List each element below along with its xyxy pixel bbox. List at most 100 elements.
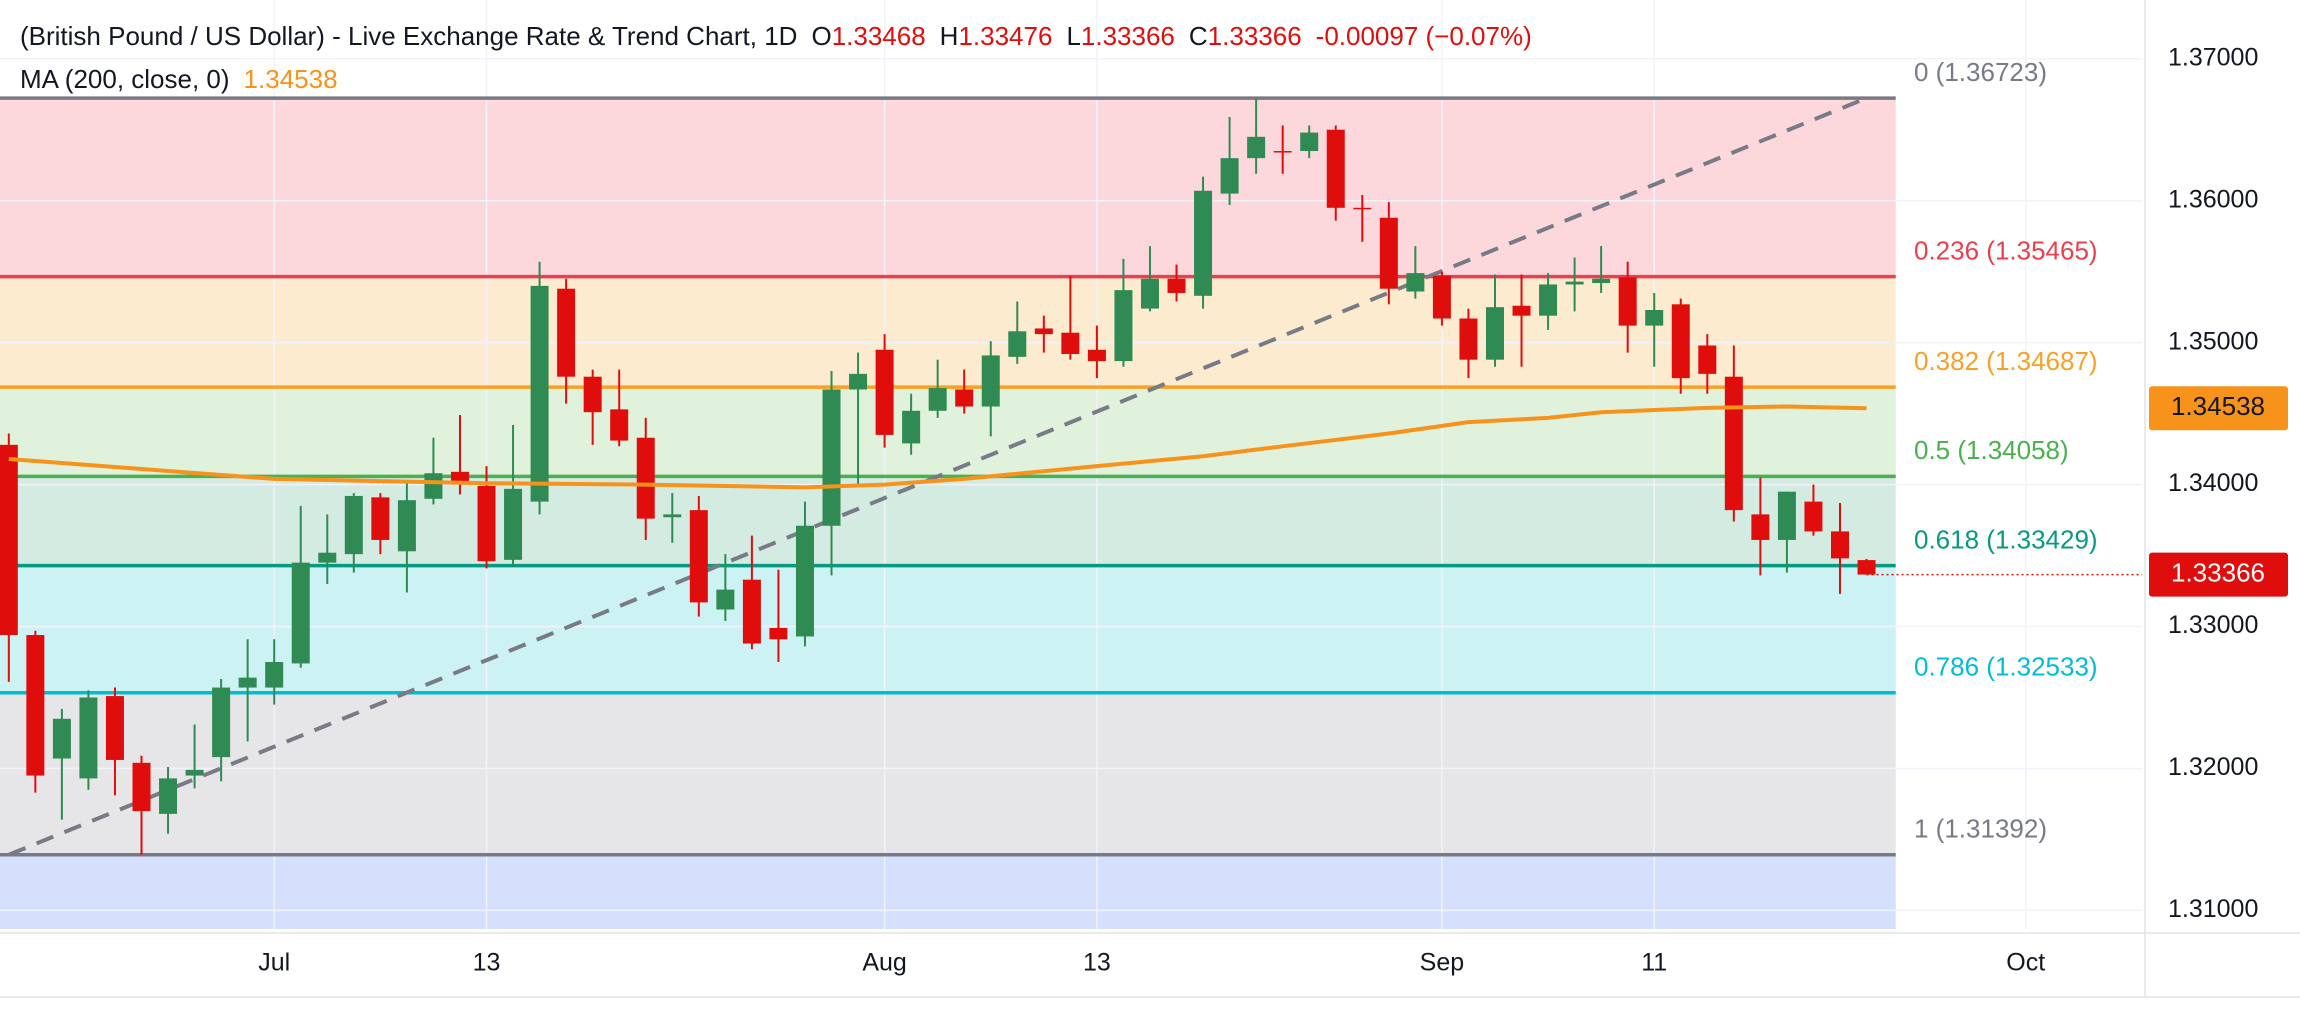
candle-body xyxy=(981,355,1000,407)
y-tick-label: 1.35000 xyxy=(2168,327,2258,355)
y-tick-label: 1.34000 xyxy=(2168,469,2258,497)
candle-body xyxy=(1140,278,1159,309)
candle-body xyxy=(1034,328,1053,335)
candle-body xyxy=(1459,318,1478,360)
x-tick-label: 13 xyxy=(1083,949,1111,977)
ma-badge xyxy=(2149,386,2288,431)
candle-body xyxy=(822,389,841,526)
fib-band xyxy=(0,476,1896,566)
candle-body xyxy=(424,473,443,499)
ohlc-letter: C xyxy=(1189,21,1208,51)
candle-body xyxy=(185,769,204,776)
y-tick-label: 1.36000 xyxy=(2168,185,2258,213)
candle-body xyxy=(238,677,257,688)
ma-legend: MA (200, close, 0) 1.34538 xyxy=(20,64,338,94)
candle-body xyxy=(26,635,45,776)
candle-body xyxy=(1114,290,1133,362)
candle-body xyxy=(636,437,655,519)
candle-body xyxy=(1220,158,1239,194)
candle-body xyxy=(105,696,124,760)
ma-badge-label: 1.34538 xyxy=(2171,391,2265,421)
fib-band xyxy=(0,276,1896,388)
x-tick-label: 11 xyxy=(1641,949,1667,977)
candle-body xyxy=(52,718,71,759)
candle-body xyxy=(504,488,523,560)
fib-label: 0.236 (1.35465) xyxy=(1914,236,2098,266)
candle-body xyxy=(1592,278,1611,284)
candle-body xyxy=(875,349,894,435)
candle-body xyxy=(79,697,98,779)
candle-body xyxy=(1061,332,1080,354)
x-tick-label: Sep xyxy=(1420,949,1464,977)
candle-body xyxy=(344,495,363,555)
y-tick-label: 1.31000 xyxy=(2168,895,2258,923)
candle-body xyxy=(1194,190,1213,296)
candle-body xyxy=(1645,309,1664,326)
fib-lines xyxy=(0,96,1896,857)
x-tick-label: 13 xyxy=(473,949,501,977)
ma-line xyxy=(8,404,1867,490)
candle-body xyxy=(1830,531,1849,559)
candle-body xyxy=(1804,501,1823,532)
ohlc-letter: O xyxy=(811,21,831,51)
candle-body xyxy=(318,552,337,563)
candle-body xyxy=(132,762,151,812)
x-tick-label: Aug xyxy=(862,949,906,977)
candle-body xyxy=(795,525,814,637)
candle-body xyxy=(742,579,761,644)
candle-body xyxy=(1539,284,1558,316)
ohlc-value: 1.33468 xyxy=(832,21,926,51)
candle-body xyxy=(610,409,629,441)
candle-body xyxy=(371,497,390,540)
header: (British Pound / US Dollar) - Live Excha… xyxy=(20,21,1532,51)
candle-body xyxy=(1698,345,1717,374)
candle-body xyxy=(1353,207,1372,210)
marks xyxy=(0,96,2142,857)
title: (British Pound / US Dollar) - Live Excha… xyxy=(20,21,797,51)
candle-body xyxy=(1326,129,1345,208)
candle-body xyxy=(1671,304,1690,379)
ohlc-value: 1.33476 xyxy=(958,21,1052,51)
candle-body xyxy=(159,778,178,814)
fib-label: 1 (1.31392) xyxy=(1914,814,2047,844)
candle-body xyxy=(1777,491,1796,540)
candle-body xyxy=(689,510,708,603)
fib-label: 0.5 (1.34058) xyxy=(1914,435,2069,465)
candle-body xyxy=(1857,560,1876,575)
candle-body xyxy=(212,687,231,758)
y-tick-label: 1.32000 xyxy=(2168,753,2258,781)
candle-body xyxy=(397,500,416,552)
y-tick-label: 1.37000 xyxy=(2168,43,2258,71)
fib-band xyxy=(0,692,1896,855)
candle-body xyxy=(1247,136,1266,159)
candle-body xyxy=(1724,376,1743,511)
close-badge-label: 1.33366 xyxy=(2171,557,2265,587)
candle-body xyxy=(1300,132,1319,152)
candle-body xyxy=(663,514,682,518)
candle-body xyxy=(1167,278,1186,293)
candle-body xyxy=(1273,151,1292,153)
close-badge xyxy=(2149,552,2288,597)
candle-body xyxy=(1379,217,1398,289)
fib-band xyxy=(0,98,1896,277)
candle-body xyxy=(477,486,496,562)
candle-body xyxy=(557,288,576,377)
fib-band xyxy=(0,387,1896,477)
candle-body xyxy=(928,388,947,411)
candle-body xyxy=(1565,281,1584,285)
candle-body xyxy=(902,410,921,444)
x-tick-label: Jul xyxy=(258,949,290,977)
y-tick-label: 1.33000 xyxy=(2168,611,2258,639)
x-tick-label: Oct xyxy=(2006,949,2045,977)
fib-label: 0.618 (1.33429) xyxy=(1914,525,2098,555)
candle-body xyxy=(291,562,310,664)
candle-body xyxy=(1512,305,1531,316)
candle-body xyxy=(1618,277,1637,326)
candle-body xyxy=(1432,275,1451,319)
ohlc-letter: H xyxy=(940,21,959,51)
candle-body xyxy=(1406,273,1425,292)
candle-body xyxy=(530,285,549,502)
candle-body xyxy=(265,662,284,688)
fib-band xyxy=(0,854,1896,929)
candle-body xyxy=(1751,514,1770,540)
